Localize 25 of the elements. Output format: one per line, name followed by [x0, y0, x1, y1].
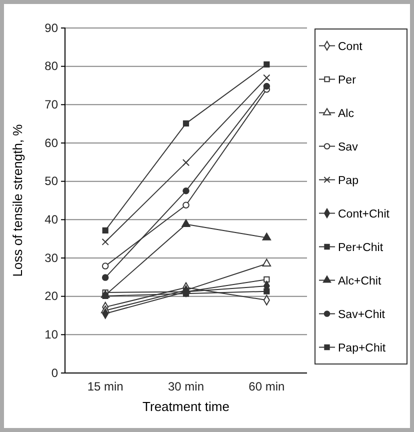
y-tick-label: 40 [44, 212, 58, 227]
legend-label: Sav [338, 141, 358, 154]
y-tick-label: 90 [44, 20, 58, 35]
legend-label: Sav+Chit [338, 308, 386, 321]
legend-label: Alc [338, 108, 354, 120]
y-tick-label: 10 [44, 328, 58, 342]
x-tick-label: 15 min [87, 379, 124, 394]
y-tick-label: 0 [51, 366, 58, 380]
y-tick-label: 20 [44, 289, 58, 304]
x-tick-label: 30 min [168, 379, 204, 394]
legend-label: Alc+Chit [338, 275, 382, 288]
legend-label: Pap [338, 174, 358, 187]
y-tick-label: 70 [44, 98, 58, 112]
legend-label: Pap+Chit [338, 342, 386, 354]
legend-label: Cont+Chit [338, 208, 390, 220]
legend-label: Per [338, 74, 356, 86]
y-tick-label: 60 [44, 136, 58, 150]
y-axis-title: Loss of tensile strength, % [10, 124, 25, 277]
legend-label: Per+Chit [338, 242, 384, 254]
y-tick-label: 80 [44, 59, 58, 74]
x-tick-label: 60 min [248, 379, 285, 394]
y-tick-label: 50 [44, 174, 58, 188]
legend-label: Cont [338, 40, 364, 53]
y-tick-label: 30 [44, 250, 58, 265]
x-axis-title: Treatment time [142, 399, 230, 414]
